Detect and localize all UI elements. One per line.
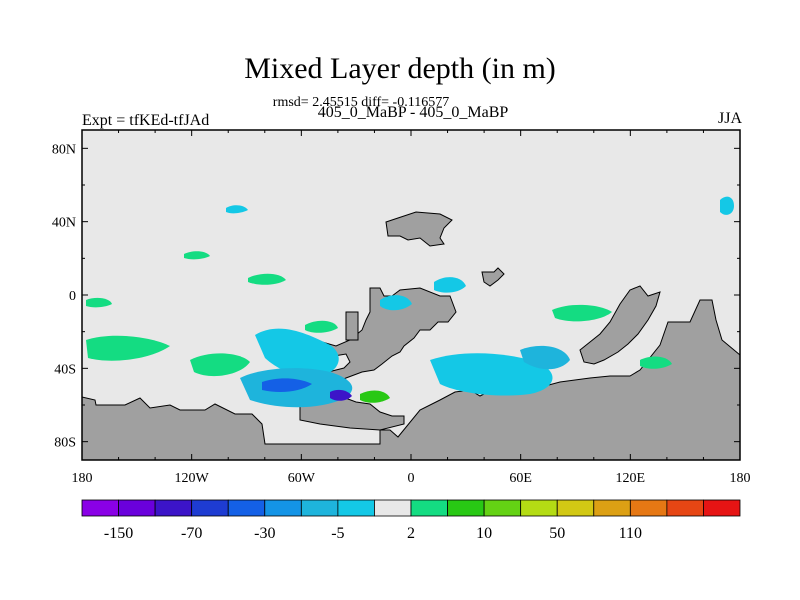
anomaly-green-southatl [360,390,390,403]
anomaly-cyan-ne-corner [720,196,734,215]
x-tick-label: 0 [408,471,415,486]
x-tick-label: 120W [175,471,210,486]
land-southern [81,299,741,461]
colorbar-swatch [447,499,485,517]
colorbar-swatch [593,499,631,517]
y-tick-label: 40S [54,362,76,377]
x-tick-label: 120E [616,471,646,486]
colorbar-swatch [227,499,266,517]
colorbar-swatch [703,499,741,517]
anomaly-green-nw [184,251,210,260]
y-tick-label: 80N [52,142,76,157]
anomaly-green-eq [305,320,338,333]
colorbar-swatch [520,499,558,517]
colorbar-swatch [483,499,522,517]
land-eastern-ridge [579,285,661,365]
colorbar: -150 -70 -30 -5 2 10 50 110 [81,499,741,542]
anomaly-cyan-indian [430,353,553,396]
x-tick-label: 180 [72,471,93,486]
map-plot-area: 180 120W 60W 0 60E 120E 180 80N 40N 0 40S 80S [52,129,751,486]
y-axis: 80N 40N 0 40S 80S [52,142,740,451]
anomaly-green-mid [190,353,250,377]
stats-text: rmsd= 2.45515 diff= -0.116577 [272,95,450,110]
colorbar-swatch [191,499,229,517]
colorbar-swatch [666,499,704,517]
colorbar-label: 10 [476,525,492,542]
colorbar-swatch [629,499,668,517]
colorbar-label: 2 [407,525,415,542]
colorbar-swatch [118,499,156,517]
anomaly-cyan-north [226,205,248,214]
x-axis: 180 120W 60W 0 60E 120E 180 [72,130,751,486]
anomaly-green-east [552,304,612,322]
anomaly-green-far-east [640,356,672,369]
colorbar-label: -5 [331,525,344,542]
anomaly-cyan-ne [380,295,412,311]
chart-title: Mixed Layer depth (in m) [244,52,556,85]
anomaly-contours [86,196,734,408]
y-tick-label: 40N [52,216,76,231]
x-tick-label: 60W [288,471,316,486]
x-tick-label: 60E [509,471,532,486]
anomaly-cyan-southpacific [255,328,339,377]
colorbar-swatch [81,499,119,517]
colorbar-swatch [264,499,302,517]
colorbar-label: 110 [619,525,642,542]
season-label: JJA [717,110,742,127]
colorbar-swatch [374,499,412,517]
colorbar-swatch [300,499,339,517]
anomaly-green-north [248,273,286,285]
land-northern [385,211,453,247]
y-tick-label: 80S [54,436,76,451]
land-small-east [481,267,505,287]
anomaly-blue-core [262,378,312,392]
colorbar-swatch [154,499,193,517]
colorbar-label: -30 [254,525,275,542]
x-tick-label: 180 [730,471,751,486]
anomaly-darkblue-core [330,389,352,401]
colorbar-label: 50 [549,525,565,542]
land-island [345,311,359,341]
colorbar-label: -70 [181,525,202,542]
colorbar-swatch [337,499,375,517]
experiment-label: Expt = tfKEd-tfJAd [82,112,210,129]
colorbar-swatch [410,499,448,517]
anomaly-cyan-indian2 [520,345,570,370]
colorbar-label: -150 [104,525,133,542]
chart-subtitle: 405_0_MaBP - 405_0_MaBP [317,104,509,121]
anomaly-green-left-edge [86,297,112,308]
y-tick-label: 0 [69,289,76,304]
colorbar-swatch [556,499,595,517]
anomaly-green-west [86,335,170,361]
anomaly-cyan-equator [434,277,466,293]
